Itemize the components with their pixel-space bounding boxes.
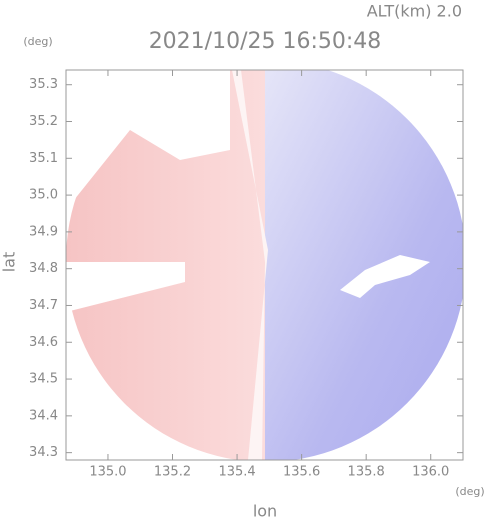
y-tick-label: 34.7 bbox=[29, 298, 58, 313]
y-tick-label: 35.3 bbox=[29, 77, 58, 92]
x-tick-label: 135.0 bbox=[89, 465, 126, 480]
chart-title: 2021/10/25 16:50:48 bbox=[149, 29, 382, 54]
y-tick-label: 35.0 bbox=[29, 188, 58, 203]
x-tick-label: 135.4 bbox=[218, 465, 255, 480]
y-tick-label: 35.2 bbox=[29, 114, 58, 129]
no-echo bbox=[66, 70, 230, 210]
y-tick-label: 34.9 bbox=[29, 224, 58, 239]
y-tick-label: 34.3 bbox=[29, 445, 58, 460]
y-tick-label: 34.8 bbox=[29, 261, 58, 276]
y-unit: (deg) bbox=[23, 35, 52, 48]
altitude: ALT(km) 2.0 bbox=[367, 2, 462, 21]
y-axis-label: lat bbox=[0, 252, 19, 273]
x-unit: (deg) bbox=[455, 485, 484, 498]
no-echo-island bbox=[340, 255, 430, 298]
x-tick-label: 135.2 bbox=[154, 465, 191, 480]
radar-field bbox=[66, 70, 463, 460]
x-axis-label: lon bbox=[253, 502, 277, 521]
zero-band bbox=[232, 70, 268, 460]
y-tick-label: 34.5 bbox=[29, 372, 58, 387]
x-tick-label: 136.0 bbox=[412, 465, 449, 480]
plot-frame bbox=[65, 69, 464, 461]
x-tick-label: 135.8 bbox=[348, 465, 385, 480]
y-tick-label: 34.4 bbox=[29, 408, 58, 423]
y-tick-label: 34.6 bbox=[29, 335, 58, 350]
x-tick-label: 135.6 bbox=[283, 465, 320, 480]
y-tick-label: 35.1 bbox=[29, 151, 58, 166]
beam-gap bbox=[66, 262, 265, 312]
receding-area bbox=[265, 70, 463, 460]
